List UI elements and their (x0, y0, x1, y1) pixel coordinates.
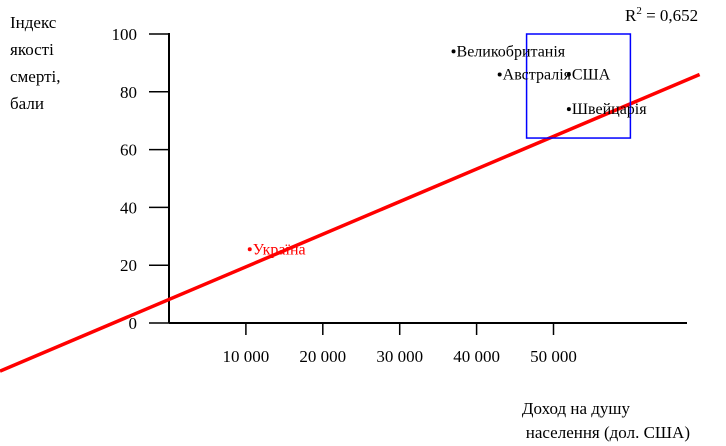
r-squared-value: = 0,652 (642, 6, 698, 25)
y-tick-label: 40 (120, 198, 137, 217)
data-point-label: Швейцарія (572, 101, 647, 118)
x-tick-label: 40 000 (453, 347, 500, 366)
x-axis-label-line-2: населення (дол. США) (526, 423, 690, 442)
y-tick-label: 0 (129, 314, 138, 333)
x-tick-label: 30 000 (376, 347, 423, 366)
data-point-label: Австралія (503, 66, 572, 83)
x-tick-label: 50 000 (530, 347, 577, 366)
x-axis-label-line-1: Доход на душу (522, 399, 631, 418)
trendline (0, 72, 701, 373)
y-axis-label-line-1: Індекс (10, 13, 57, 32)
y-tick-label: 80 (120, 83, 137, 102)
highlight-box-rect (525, 33, 632, 139)
y-ticks: 0 20 40 60 80 100 (112, 25, 169, 333)
data-point (247, 247, 252, 252)
x-tick-label: 20 000 (299, 347, 346, 366)
y-axis-label: Індекс якості смерті, бали (10, 13, 61, 113)
y-tick-label: 100 (112, 25, 138, 44)
y-tick-label: 60 (120, 141, 137, 160)
y-axis-label-line-2: якості (10, 40, 54, 59)
highlight-box (525, 33, 632, 139)
x-ticks: 10 000 20 000 30 000 40 000 50 000 (223, 323, 577, 366)
x-tick-label: 10 000 (223, 347, 270, 366)
data-points: Україна Великобританія Австралія США Швейцар… (247, 43, 647, 258)
axes (168, 33, 687, 324)
r-squared-base: R (625, 6, 637, 25)
data-point (451, 49, 456, 54)
data-point (566, 107, 571, 112)
data-point-label: Великобританія (457, 43, 566, 60)
data-point-label: США (572, 66, 611, 83)
trendline-line (0, 72, 701, 373)
data-point-label: Україна (253, 241, 306, 258)
data-point (497, 72, 502, 77)
y-tick-label: 20 (120, 256, 137, 275)
y-axis-label-line-3: смерті, (10, 67, 61, 86)
r-squared-superscript: 2 (636, 5, 642, 17)
y-axis-label-line-4: бали (10, 94, 44, 113)
data-point (566, 72, 571, 77)
x-axis-label: Доход на душу населення (дол. США) (522, 399, 690, 442)
r-squared-annotation: R2 = 0,652 (625, 5, 698, 25)
